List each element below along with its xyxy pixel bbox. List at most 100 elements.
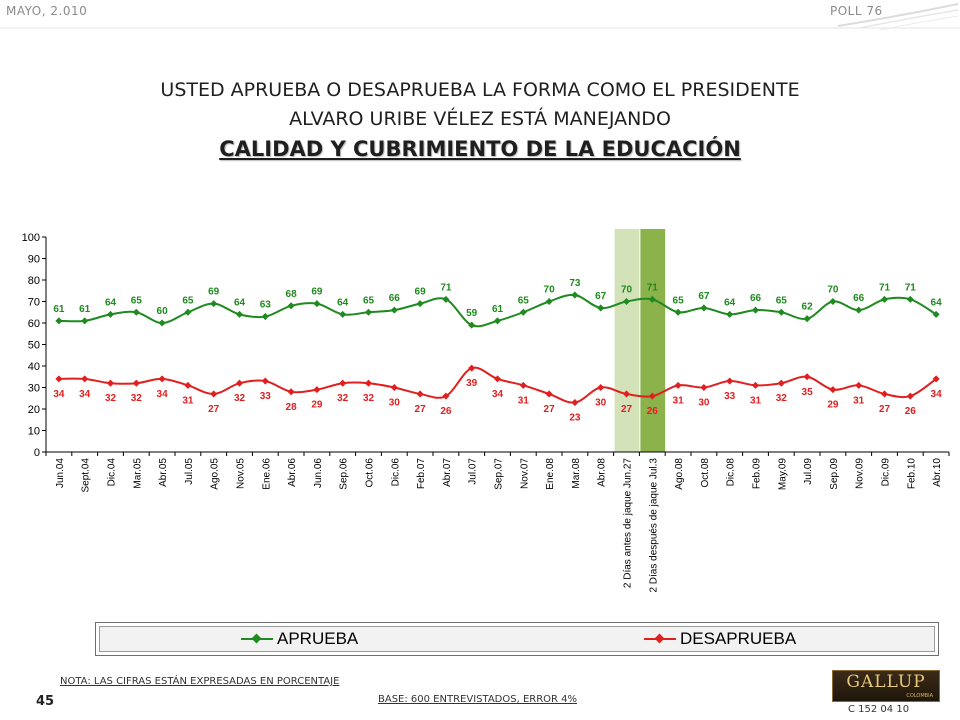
x-tick-label: Oct.06 xyxy=(365,458,376,488)
data-point-disapprove xyxy=(210,390,218,398)
y-tick-label: 50 xyxy=(28,340,40,352)
data-label-disapprove: 31 xyxy=(518,395,530,406)
x-tick-label: Jun.04 xyxy=(55,458,66,488)
data-label-disapprove: 32 xyxy=(363,393,375,404)
data-point-approve xyxy=(571,291,579,299)
data-label-disapprove: 29 xyxy=(311,400,323,411)
x-tick-label: Sep.06 xyxy=(339,458,350,490)
chart-title-line3: CALIDAD Y CUBRIMIENTO DE LA EDUCACIÓN xyxy=(219,137,741,161)
data-point-disapprove xyxy=(493,375,502,383)
data-label-approve: 68 xyxy=(286,289,298,300)
data-point-disapprove xyxy=(906,392,914,400)
data-label-approve: 64 xyxy=(234,297,246,308)
data-point-disapprove xyxy=(777,379,785,387)
data-point-disapprove xyxy=(751,381,760,389)
data-point-approve xyxy=(777,308,785,316)
data-point-approve xyxy=(287,302,295,310)
x-tick-label: Abr.06 xyxy=(287,458,298,487)
data-point-disapprove xyxy=(132,379,140,387)
chart-title-line1: USTED APRUEBA O DESAPRUEBA LA FORMA COMO… xyxy=(160,79,800,101)
x-tick-label: Dic.09 xyxy=(881,458,892,487)
data-point-disapprove xyxy=(261,377,269,385)
data-point-approve xyxy=(493,317,502,325)
data-label-approve: 61 xyxy=(53,304,65,315)
data-label-approve: 67 xyxy=(595,291,607,302)
data-point-approve xyxy=(184,308,192,316)
data-point-disapprove xyxy=(932,375,940,383)
x-tick-label: Jul.05 xyxy=(184,458,195,485)
x-tick-label: Oct.08 xyxy=(700,458,711,488)
data-label-approve: 61 xyxy=(79,304,91,315)
data-point-disapprove xyxy=(700,383,708,392)
data-point-approve xyxy=(519,308,527,316)
data-label-disapprove: 27 xyxy=(544,404,556,415)
x-tick-label: Ene.06 xyxy=(261,458,272,490)
y-tick-label: 100 xyxy=(22,232,40,244)
data-point-approve xyxy=(442,295,450,303)
data-label-disapprove: 33 xyxy=(724,391,736,402)
data-point-disapprove xyxy=(674,381,682,389)
data-label-approve: 64 xyxy=(724,297,736,308)
data-label-disapprove: 32 xyxy=(776,393,788,404)
data-label-approve: 67 xyxy=(698,291,710,302)
data-label-disapprove: 34 xyxy=(53,389,65,400)
data-label-approve: 71 xyxy=(879,282,891,293)
data-label-approve: 73 xyxy=(569,278,581,289)
footnote: NOTA: LAS CIFRAS ESTÁN EXPRESADAS EN POR… xyxy=(60,676,340,687)
x-tick-label: Dic.08 xyxy=(726,458,737,487)
legend-label-approve: APRUEBA xyxy=(277,629,359,648)
highlight-band xyxy=(614,229,640,452)
data-point-disapprove xyxy=(390,383,398,392)
x-tick-label: Dic.06 xyxy=(390,458,401,487)
x-tick-label: Abr.10 xyxy=(932,458,943,487)
x-tick-label: Sep.09 xyxy=(829,458,840,490)
data-point-disapprove xyxy=(235,379,244,387)
data-label-disapprove: 28 xyxy=(286,402,298,413)
x-tick-label: Ago.08 xyxy=(674,458,685,490)
legend-item-approve: APRUEBA xyxy=(241,629,358,649)
data-point-approve xyxy=(932,310,940,318)
data-point-approve xyxy=(106,310,115,318)
x-tick-label: Abr.08 xyxy=(597,458,608,487)
legend-swatch-approve xyxy=(241,633,273,644)
y-tick-label: 10 xyxy=(28,426,40,438)
document-code: C 152 04 10 xyxy=(848,704,910,715)
logo-subtext: COLOMBIA xyxy=(906,693,933,699)
data-label-approve: 66 xyxy=(853,293,865,304)
data-point-approve xyxy=(132,308,140,316)
x-tick-label: Feb.07 xyxy=(416,458,427,490)
data-point-disapprove xyxy=(545,390,553,398)
gallup-logo: GALLUP COLOMBIA xyxy=(832,670,940,702)
data-label-disapprove: 32 xyxy=(131,393,143,404)
data-label-approve: 70 xyxy=(827,285,839,296)
y-tick-label: 60 xyxy=(28,318,40,330)
x-tick-label: Sep.07 xyxy=(494,458,505,490)
sample-base-note: BASE: 600 ENTREVISTADOS, ERROR 4% xyxy=(378,694,578,705)
data-point-approve xyxy=(261,313,269,321)
data-label-approve: 59 xyxy=(466,308,478,319)
data-point-approve xyxy=(416,300,424,308)
x-tick-label: Ago.05 xyxy=(210,458,221,490)
data-point-disapprove xyxy=(855,381,863,389)
data-point-disapprove xyxy=(571,399,579,407)
chart-title-line2: ALVARO URIBE VÉLEZ ESTÁ MANEJANDO xyxy=(289,108,671,130)
data-label-approve: 64 xyxy=(931,297,943,308)
x-tick-label: Nov.05 xyxy=(236,458,247,489)
data-point-approve xyxy=(235,310,244,318)
data-label-approve: 66 xyxy=(750,293,762,304)
data-point-approve xyxy=(751,306,760,314)
data-point-approve xyxy=(364,308,373,316)
data-label-approve: 65 xyxy=(363,295,375,306)
data-label-disapprove: 23 xyxy=(569,413,581,424)
data-label-disapprove: 31 xyxy=(182,395,194,406)
data-label-approve: 65 xyxy=(776,295,788,306)
y-tick-label: 90 xyxy=(28,254,40,266)
data-point-approve xyxy=(855,306,863,314)
data-point-approve xyxy=(55,317,63,325)
x-tick-label: Dic.04 xyxy=(107,458,118,487)
data-label-disapprove: 29 xyxy=(827,400,839,411)
data-label-disapprove: 27 xyxy=(415,404,427,415)
data-point-approve xyxy=(726,310,734,318)
data-point-disapprove xyxy=(519,381,527,389)
data-point-disapprove xyxy=(184,381,192,389)
